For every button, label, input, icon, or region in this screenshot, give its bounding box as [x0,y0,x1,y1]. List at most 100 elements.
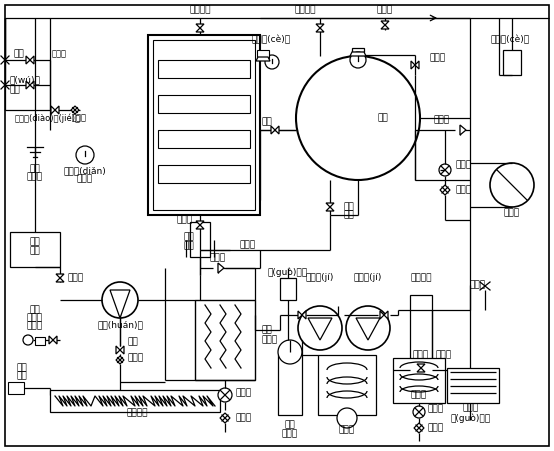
Text: 真空: 真空 [29,165,40,174]
Circle shape [102,282,138,318]
Text: 油分離器: 油分離器 [411,273,432,282]
Polygon shape [417,368,425,372]
Text: 氮氣: 氮氣 [14,50,25,59]
Text: 安全: 安全 [17,364,27,373]
Text: 容器: 容器 [29,247,40,256]
Bar [447,368,499,403]
Bar [158,165,250,183]
Text: 低壓級(jí): 低壓級(jí) [306,273,334,282]
Text: 電磁閥: 電磁閥 [455,185,471,194]
Polygon shape [350,52,366,56]
Polygon shape [415,61,419,69]
Polygon shape [460,125,466,135]
Text: 電磁閥: 電磁閥 [428,423,444,433]
Text: 空氣: 空氣 [10,86,20,95]
Polygon shape [414,423,424,433]
Circle shape [76,146,94,164]
Text: 凍干箱: 凍干箱 [177,216,193,225]
Text: 單向閥: 單向閥 [210,253,226,262]
Polygon shape [196,24,204,28]
Bar [352,48,364,52]
Text: 手閥: 手閥 [128,337,138,346]
Polygon shape [116,356,124,364]
Text: 硅油: 硅油 [29,305,40,314]
Bar [280,278,296,300]
Circle shape [337,408,357,428]
Polygon shape [411,61,415,69]
Text: 出液閥: 出液閥 [463,404,479,413]
Text: 壓力表: 壓力表 [27,313,43,322]
Text: 膨脹閥: 膨脹閥 [235,388,251,397]
Circle shape [265,55,279,69]
Polygon shape [49,336,53,344]
Text: 除霜閥: 除霜閥 [377,5,393,14]
Text: 繼電器: 繼電器 [27,322,43,331]
Polygon shape [316,28,324,32]
Polygon shape [381,21,389,25]
Text: 循環(huán)泵: 循環(huán)泵 [97,321,143,330]
Bar [190,222,210,257]
Text: 電接點(diǎn): 電接點(diǎn) [64,166,106,175]
Bar [257,50,269,58]
Text: 阱排: 阱排 [344,202,355,212]
Circle shape [278,340,302,364]
Polygon shape [30,81,34,89]
Text: 過(guò)濾器: 過(guò)濾器 [451,413,491,423]
Bar [503,50,521,75]
Polygon shape [326,207,334,211]
Text: 換熱器: 換熱器 [262,336,278,345]
Text: 液壓缸: 液壓缸 [240,240,256,249]
Polygon shape [218,263,224,273]
Bar [318,355,376,415]
Text: 安全閥: 安全閥 [27,172,43,181]
Circle shape [350,52,366,68]
Bar [35,337,45,345]
Polygon shape [71,106,79,114]
Circle shape [490,163,534,207]
Bar [195,300,255,380]
Text: 抽空閥: 抽空閥 [430,54,446,63]
Polygon shape [302,311,306,319]
Text: 板式: 板式 [262,326,273,335]
Text: 高壓級(jí): 高壓級(jí) [354,273,382,282]
Bar [153,40,255,210]
Text: 回油閥: 回油閥 [435,350,451,359]
Circle shape [23,335,33,345]
Text: 分離器: 分離器 [282,429,298,438]
Text: 膨脹閥: 膨脹閥 [428,405,444,414]
Text: 溫控: 溫控 [17,372,27,381]
Text: 放氣閥: 放氣閥 [52,50,67,59]
Polygon shape [30,56,34,64]
Text: 出閥: 出閥 [344,211,355,220]
Polygon shape [308,318,332,340]
Circle shape [346,306,390,350]
Polygon shape [220,413,230,423]
Polygon shape [326,203,334,207]
Text: 放油閥: 放油閥 [68,273,84,282]
Bar [410,295,432,365]
Polygon shape [116,346,120,354]
Text: 阱入口閥: 阱入口閥 [295,5,316,14]
Polygon shape [56,278,64,282]
Text: 膨脹閥: 膨脹閥 [455,161,471,170]
Text: 電磁閥: 電磁閥 [235,414,251,423]
Text: 電磁閥: 電磁閥 [72,114,87,123]
Text: 冷阱: 冷阱 [378,114,389,123]
Text: 箱入口閥: 箱入口閥 [189,5,211,14]
Text: 中冷器: 中冷器 [339,425,355,434]
Bar [148,35,260,215]
Text: 放氣閥: 放氣閥 [128,354,144,363]
Bar [158,130,250,148]
Polygon shape [271,126,275,134]
Text: 汽液: 汽液 [285,420,295,429]
Polygon shape [196,225,204,229]
Text: 箱排: 箱排 [183,233,194,241]
Text: 漏氣調(diào)節(jié)閥: 漏氣調(diào)節(jié)閥 [15,113,81,123]
Text: 冷凝器: 冷凝器 [411,391,427,400]
Polygon shape [298,311,302,319]
Circle shape [413,406,425,418]
Bar [258,53,268,57]
Bar [50,390,220,412]
Polygon shape [356,318,380,340]
Polygon shape [110,290,130,318]
